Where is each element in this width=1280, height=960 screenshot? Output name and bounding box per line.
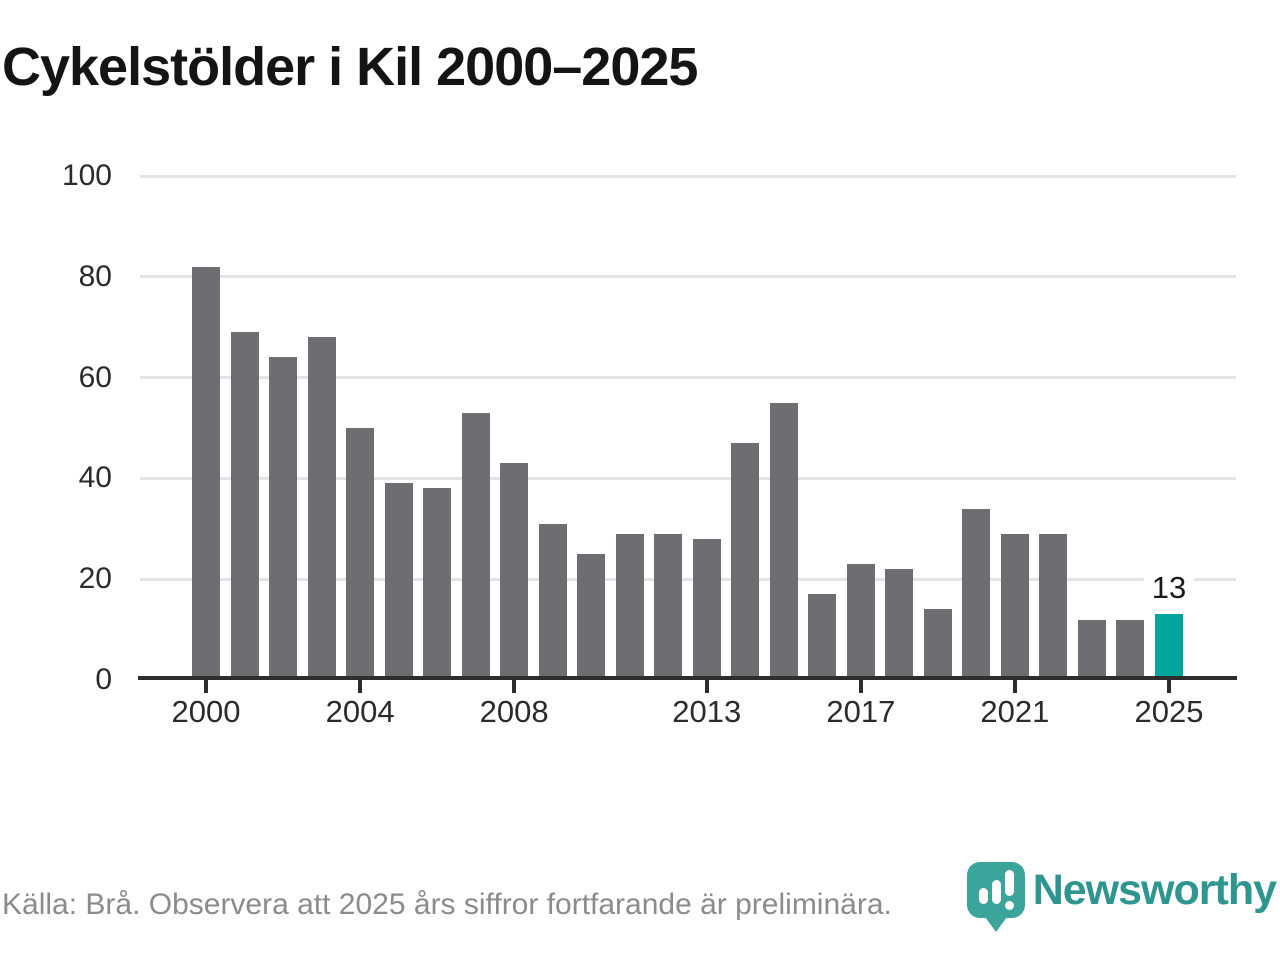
y-tick-label-60: 60 <box>78 360 112 394</box>
bar-2023 <box>1077 619 1106 680</box>
x-tick-2017 <box>858 680 863 693</box>
gridline-40 <box>140 476 1236 480</box>
bar-2012 <box>654 533 683 680</box>
bar-2010 <box>577 554 606 680</box>
chart-title: Cykelstölder i Kil 2000–2025 <box>2 37 698 97</box>
bar-2004 <box>346 428 375 680</box>
bar-2024 <box>1116 619 1145 680</box>
bar-2000 <box>192 266 220 680</box>
pin-dot <box>1004 901 1014 910</box>
footer: Källa: Brå. Observera att 2025 års siffr… <box>0 850 1280 960</box>
bar-2005 <box>384 483 413 680</box>
bar-2003 <box>307 337 336 680</box>
x-tick-label-2017: 2017 <box>826 694 896 729</box>
plot-area: 13 2000 2004 2008 2013 2017 2021 2025 <box>138 174 1237 729</box>
x-tick-2008 <box>512 680 517 693</box>
gridline-20 <box>140 577 1236 581</box>
newsworthy-pin-bar-chart-icon <box>966 862 1025 932</box>
highlight-value-label: 13 <box>1143 570 1195 607</box>
bar-2011 <box>615 533 644 680</box>
bar-2007 <box>461 412 490 680</box>
bar-2006 <box>423 488 452 680</box>
gridline-60 <box>140 376 1236 380</box>
pin-bar-medium <box>991 880 1001 904</box>
bar-2018 <box>885 569 914 680</box>
bar-2015 <box>769 402 798 680</box>
bar-2022 <box>1039 533 1068 680</box>
bar-2021 <box>1000 533 1029 680</box>
bar-2013 <box>692 538 721 680</box>
x-tick-label-2004: 2004 <box>325 694 395 729</box>
source-text: Källa: Brå. Observera att 2025 års siffr… <box>2 888 892 921</box>
x-tick-label-2025: 2025 <box>1134 694 1204 729</box>
x-tick-2025 <box>1167 680 1171 693</box>
bar-2017 <box>846 564 875 680</box>
x-tick-label-2021: 2021 <box>980 694 1050 729</box>
x-tick-label-2000: 2000 <box>171 694 241 729</box>
bar-2014 <box>731 443 760 680</box>
bar-2002 <box>269 357 298 680</box>
x-tick-2013 <box>704 680 709 693</box>
y-tick-label-80: 80 <box>78 259 112 293</box>
x-tick-label-2013: 2013 <box>672 694 742 729</box>
bar-2009 <box>538 523 567 680</box>
pin-bar-short <box>978 888 988 904</box>
bar-2008 <box>500 463 529 680</box>
gridline-100 <box>140 174 1236 178</box>
y-tick-label-40: 40 <box>78 461 112 495</box>
bar-2019 <box>923 609 952 680</box>
newsworthy-logo: Newsworthy <box>966 858 1277 942</box>
x-axis-line <box>138 676 1237 680</box>
bar-2001 <box>230 332 259 680</box>
x-tick-2004 <box>358 680 363 693</box>
bar-2016 <box>808 594 837 680</box>
y-tick-label-20: 20 <box>78 562 112 596</box>
newsworthy-wordmark: Newsworthy <box>1032 866 1277 914</box>
pin-bar-tall <box>1004 870 1014 896</box>
bar-2020 <box>962 508 991 680</box>
y-axis-labels: 0 20 40 60 80 100 <box>0 159 112 696</box>
x-tick-label-2008: 2008 <box>479 694 549 729</box>
bar-2025 <box>1155 614 1183 680</box>
x-tick-2021 <box>1012 680 1017 693</box>
y-tick-label-100: 100 <box>61 159 112 192</box>
pin-tail <box>984 917 1007 932</box>
x-tick-2000 <box>204 680 208 693</box>
gridline-80 <box>140 275 1236 279</box>
y-tick-label-0: 0 <box>95 663 112 696</box>
